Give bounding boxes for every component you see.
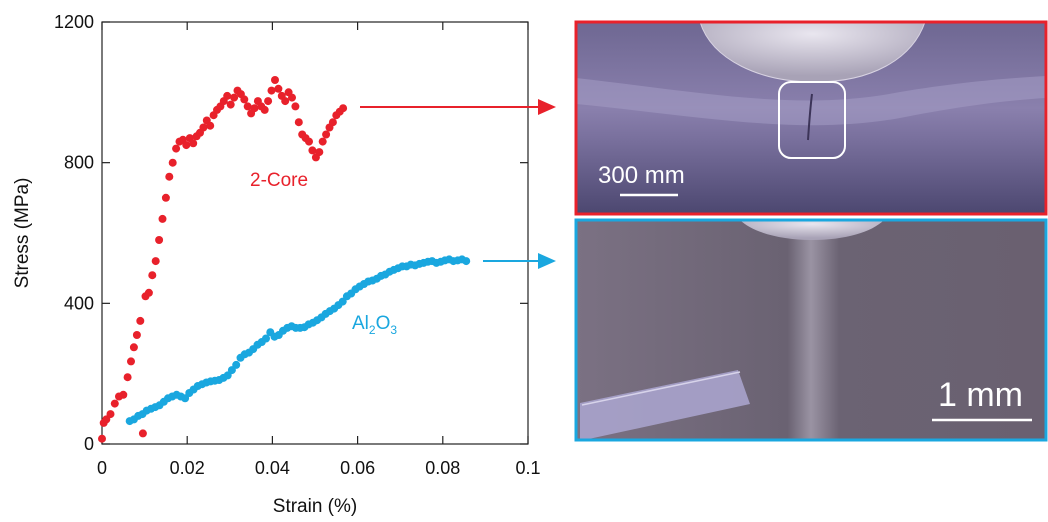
data-point (260, 105, 269, 114)
data-point (232, 360, 241, 369)
data-point (206, 121, 215, 130)
micrograph-2-core: 300 mm (574, 20, 1048, 216)
data-point (308, 146, 317, 155)
data-point (199, 123, 208, 132)
series-label-al2o3: Al2O3 (352, 313, 397, 337)
al2o3-sub-3: 3 (390, 323, 397, 337)
x-tick-label: 0.06 (340, 458, 375, 478)
y-tick-label: 800 (64, 153, 94, 173)
data-point (243, 102, 252, 111)
data-point (161, 193, 170, 202)
data-point (230, 93, 239, 102)
data-point (123, 373, 132, 382)
data-point (267, 86, 276, 95)
al2o3-al: Al (352, 313, 369, 334)
data-point (315, 148, 324, 157)
x-tick-label: 0 (97, 458, 107, 478)
series-al2o3 (125, 255, 471, 426)
data-point (328, 118, 337, 127)
data-point (110, 399, 119, 408)
data-point (127, 357, 135, 366)
data-point (271, 76, 279, 84)
data-point (172, 144, 181, 153)
x-tick-label: 0.02 (170, 458, 205, 478)
arrow-to-top-image (360, 99, 556, 115)
data-point (151, 257, 160, 266)
al2o3-o: O (376, 313, 391, 334)
data-point (322, 130, 331, 139)
x-axis-ticks: 0 0.02 0.04 0.06 0.08 0.1 (97, 22, 541, 478)
data-point (144, 288, 153, 297)
data-point (165, 172, 174, 181)
data-point (274, 84, 283, 93)
data-point (189, 139, 198, 148)
y-tick-label: 400 (64, 293, 94, 313)
data-point (148, 271, 157, 280)
y-axis-label: Stress (MPa) (12, 178, 33, 289)
x-axis-label: Strain (%) (273, 496, 357, 517)
data-point (119, 390, 128, 399)
data-point (462, 257, 471, 266)
y-axis-ticks: 0 400 800 1200 (54, 12, 528, 454)
series-label-2-core: 2-Core (250, 170, 308, 191)
stress-strain-chart: 0 400 800 1200 0 0.02 0.04 0.06 0.08 0.1 Strain … (12, 12, 541, 517)
data-point (339, 104, 348, 113)
bottom-image-frame (574, 218, 1048, 442)
data-point (226, 100, 235, 109)
arrow-to-bottom-image (483, 253, 556, 269)
x-tick-label: 0.08 (425, 458, 460, 478)
y-tick-label: 0 (84, 434, 94, 454)
data-point (138, 429, 147, 438)
data-point (223, 91, 232, 100)
crack-highlight-box (778, 81, 846, 159)
data-point (294, 118, 303, 127)
x-tick-label: 0.04 (255, 458, 290, 478)
data-point (281, 97, 290, 106)
y-tick-label: 1200 (54, 12, 94, 32)
data-point (129, 343, 138, 352)
micrograph-al2o3: 1 mm (574, 218, 1048, 442)
data-point (136, 316, 145, 325)
data-point (155, 236, 164, 244)
data-point (168, 158, 177, 167)
data-point (318, 137, 327, 146)
data-point (262, 334, 270, 343)
plot-frame (101, 21, 529, 445)
scale-label-300mm: 300 mm (598, 162, 685, 189)
data-point (158, 214, 167, 223)
data-point (182, 141, 191, 150)
al2o3-sub-2: 2 (369, 323, 376, 337)
data-point (288, 93, 296, 102)
data-points (98, 76, 471, 443)
data-point (264, 97, 273, 106)
top-image-frame (574, 20, 1048, 216)
data-point (106, 410, 115, 419)
data-point (132, 331, 141, 339)
x-tick-label: 0.1 (515, 458, 540, 478)
data-point (305, 137, 313, 146)
series-2-core (98, 76, 348, 443)
data-point (240, 95, 249, 104)
data-point (250, 104, 259, 113)
data-point (98, 434, 106, 443)
data-point (291, 102, 300, 111)
scale-label-1mm: 1 mm (938, 376, 1023, 414)
